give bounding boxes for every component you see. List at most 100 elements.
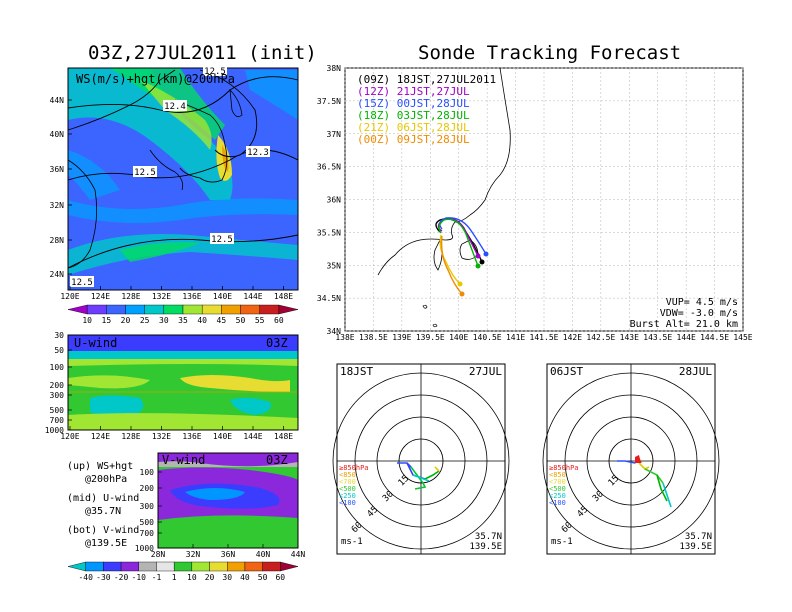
ws-colorbar-cell xyxy=(106,304,126,315)
vwind-p-label: 100 xyxy=(140,468,155,477)
hodograph-trace xyxy=(412,474,430,482)
ws-colorbar-cell xyxy=(163,304,184,315)
landing-point xyxy=(457,281,463,287)
map-lon-label: 140E xyxy=(213,292,232,301)
track-lon-label: 138E xyxy=(335,333,354,342)
uwind-p-label: 1000 xyxy=(45,426,64,435)
hodograph-trace xyxy=(662,482,672,508)
wind-colorbar-cell xyxy=(173,561,193,572)
ws-colorbar-cell xyxy=(144,304,165,315)
wind-colorbar-cell xyxy=(103,561,122,572)
map-lon-label: 144E xyxy=(243,292,262,301)
vwind-lat-label: 32N xyxy=(186,550,201,559)
vwind-lat-label: 40N xyxy=(256,550,271,559)
track-lat-label: 38N xyxy=(327,64,342,73)
uwind-lon-label: 140E xyxy=(213,432,232,441)
contour-label: 12.5 xyxy=(134,168,156,178)
uwind-p-label: 500 xyxy=(50,406,65,415)
track-params: VUP= 4.5 m/s VDW= -3.0 m/s Burst Alt= 21… xyxy=(630,297,738,330)
ws-colorbar-label: 60 xyxy=(274,316,284,325)
sonde-track xyxy=(440,235,463,295)
vwind-time: 03Z xyxy=(266,453,288,467)
uwind-lon-label: 136E xyxy=(182,432,201,441)
wind-colorbar-cell xyxy=(85,561,104,572)
vwind-p-label: 200 xyxy=(140,484,155,493)
wind-colorbar-label: -40 xyxy=(78,573,93,582)
vwind-p-label: 1000 xyxy=(135,544,154,553)
ws-colorbar-label: 25 xyxy=(140,316,150,325)
legend-note-mid: (mid) U-wind @35.7N xyxy=(67,493,140,517)
map-lon-label: 148E xyxy=(274,292,293,301)
hodograph-level-label: <100 xyxy=(339,499,356,507)
vup-value: VUP= 4.5 m/s xyxy=(665,297,738,308)
contour-label: 12.5 xyxy=(71,278,93,288)
contour-label: 12.5 xyxy=(204,67,226,77)
ws-colorbar-label: 40 xyxy=(197,316,207,325)
track-lon-label: 139E xyxy=(392,333,411,342)
track-lon-label: 144E xyxy=(677,333,696,342)
track-legend-row: (21Z) 06JST,28JUL xyxy=(357,121,470,134)
uwind-p-label: 30 xyxy=(54,331,64,340)
hodograph-time: 18JST xyxy=(340,365,373,378)
contour-label: 12.4 xyxy=(164,102,186,112)
legend-note-up: (up) WS+hgt @200hPa xyxy=(67,461,134,485)
track-lon-label: 143E xyxy=(620,333,639,342)
hodograph-level-label: ≥850hPa xyxy=(339,464,369,472)
hodograph-level-label: ≥850hPa xyxy=(549,464,579,472)
track-lon-label: 144.5E xyxy=(700,333,729,342)
uwind-label: U-wind xyxy=(74,336,118,350)
track-lat-label: 36N xyxy=(327,196,342,205)
wind-colorbar-cell xyxy=(244,561,263,572)
track-lon-label: 143.5E xyxy=(643,333,672,342)
vwind-label: V-wind xyxy=(162,453,206,467)
track-lat-label: 36.5N xyxy=(317,163,341,172)
hodograph-level-label: <100 xyxy=(549,499,566,507)
wind-colorbar-cell xyxy=(67,561,86,572)
landing-point xyxy=(459,291,465,297)
vwind-lat-label: 28N xyxy=(151,550,166,559)
hodograph-level-label: <500 xyxy=(549,485,566,493)
track-legend: (09Z) 18JST,27JUL2011 (12Z) 21JST,27JUL … xyxy=(357,74,496,146)
uwind-lon-label: 124E xyxy=(91,432,110,441)
contour-label: 12.3 xyxy=(247,148,269,158)
uwind-p-label: 700 xyxy=(50,416,65,425)
uwind-p-label: 50 xyxy=(54,346,64,355)
contour-labels: 12.4 12.3 12.5 12.5 12.5 12.5 xyxy=(70,65,270,288)
ws-colorbar-cell xyxy=(182,304,203,315)
wind-colorbar-label: -30 xyxy=(96,573,111,582)
uwind-p-label: 200 xyxy=(50,381,65,390)
hodograph-trace xyxy=(617,460,636,464)
ws-colorbar-cell xyxy=(278,304,299,315)
wind-colorbar-label: -10 xyxy=(132,573,147,582)
ws-colorbar-cell xyxy=(86,304,107,315)
wind-colorbar-label: 50 xyxy=(258,573,268,582)
vwind-p-label: 500 xyxy=(140,518,155,527)
landing-point xyxy=(475,263,481,269)
wind-colorbar-cell xyxy=(280,561,299,572)
wind-colorbar-cell xyxy=(191,561,210,572)
ws-colorbar-cell xyxy=(221,304,241,315)
right-title: Sonde Tracking Forecast xyxy=(418,42,682,64)
hodograph-level-label: <250 xyxy=(339,492,356,500)
hodograph-date: 28JUL xyxy=(679,365,712,378)
sonde-track xyxy=(438,218,479,267)
track-lat-label: 34.5N xyxy=(317,294,341,303)
track-lon-label: 141E xyxy=(506,333,525,342)
map-lon-label: 128E xyxy=(121,292,140,301)
wind-colorbar-label: 60 xyxy=(275,573,285,582)
vdw-value: VDW= -3.0 m/s xyxy=(659,308,738,319)
hodograph-trace xyxy=(434,466,440,472)
contour-label-box xyxy=(203,65,227,76)
landing-point xyxy=(483,251,489,257)
ws-colorbar-label: 15 xyxy=(102,316,112,325)
wind-colorbar-cell xyxy=(156,561,175,572)
map-lat-label: 40N xyxy=(50,130,65,139)
uwind-p-label: 300 xyxy=(50,391,65,400)
hodograph-level-label: <500 xyxy=(339,485,356,493)
track-lon-label: 140E xyxy=(449,333,468,342)
ws-colorbar-cell xyxy=(125,304,145,315)
